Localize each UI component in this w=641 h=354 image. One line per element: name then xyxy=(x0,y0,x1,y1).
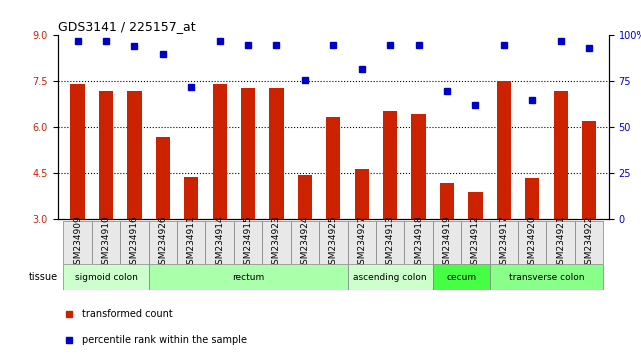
Text: GSM234920: GSM234920 xyxy=(528,219,537,274)
Text: GSM234912: GSM234912 xyxy=(471,219,480,274)
Text: GSM234925: GSM234925 xyxy=(329,215,338,270)
Text: GSM234914: GSM234914 xyxy=(215,219,224,274)
Text: GSM234916: GSM234916 xyxy=(130,219,139,274)
Text: rectum: rectum xyxy=(232,273,264,281)
FancyBboxPatch shape xyxy=(347,221,376,264)
Text: GSM234909: GSM234909 xyxy=(73,219,82,274)
Bar xyxy=(469,192,483,219)
FancyBboxPatch shape xyxy=(433,221,461,264)
Bar xyxy=(326,117,340,219)
FancyBboxPatch shape xyxy=(433,264,490,290)
Bar xyxy=(497,81,511,219)
Text: GSM234917: GSM234917 xyxy=(499,215,508,270)
Text: GSM234919: GSM234919 xyxy=(442,219,451,274)
Text: GSM234911: GSM234911 xyxy=(187,215,196,270)
Text: GSM234917: GSM234917 xyxy=(499,219,508,274)
Bar xyxy=(71,85,85,219)
FancyBboxPatch shape xyxy=(149,221,177,264)
FancyBboxPatch shape xyxy=(546,221,575,264)
Text: GSM234918: GSM234918 xyxy=(414,219,423,274)
Text: GSM234924: GSM234924 xyxy=(301,215,310,270)
Text: GSM234918: GSM234918 xyxy=(414,215,423,270)
Text: GSM234923: GSM234923 xyxy=(272,219,281,274)
Bar xyxy=(213,85,227,219)
FancyBboxPatch shape xyxy=(177,221,206,264)
FancyBboxPatch shape xyxy=(234,221,262,264)
Bar xyxy=(99,91,113,219)
Text: GSM234912: GSM234912 xyxy=(471,215,480,270)
FancyBboxPatch shape xyxy=(319,221,347,264)
Text: GSM234909: GSM234909 xyxy=(73,215,82,270)
Bar xyxy=(156,137,170,219)
Text: GSM234925: GSM234925 xyxy=(329,219,338,274)
Bar xyxy=(554,91,568,219)
Text: GSM234914: GSM234914 xyxy=(215,215,224,270)
Text: GSM234911: GSM234911 xyxy=(187,219,196,274)
Text: transverse colon: transverse colon xyxy=(509,273,584,281)
Text: GSM234927: GSM234927 xyxy=(357,215,366,270)
Text: GSM234924: GSM234924 xyxy=(301,219,310,274)
Text: GDS3141 / 225157_at: GDS3141 / 225157_at xyxy=(58,20,196,33)
Bar xyxy=(412,114,426,219)
FancyBboxPatch shape xyxy=(347,264,433,290)
FancyBboxPatch shape xyxy=(121,221,149,264)
Text: GSM234916: GSM234916 xyxy=(130,215,139,270)
Bar xyxy=(128,91,142,219)
Bar xyxy=(269,87,283,219)
Text: GSM234926: GSM234926 xyxy=(158,215,167,270)
Text: GSM234921: GSM234921 xyxy=(556,215,565,270)
FancyBboxPatch shape xyxy=(518,221,546,264)
FancyBboxPatch shape xyxy=(63,221,92,264)
Bar xyxy=(582,121,596,219)
Bar xyxy=(354,169,369,219)
FancyBboxPatch shape xyxy=(461,221,490,264)
Text: GSM234919: GSM234919 xyxy=(442,215,451,270)
Text: GSM234922: GSM234922 xyxy=(585,219,594,274)
Text: tissue: tissue xyxy=(29,272,58,282)
Text: cecum: cecum xyxy=(446,273,476,281)
Text: GSM234922: GSM234922 xyxy=(585,215,594,270)
Bar xyxy=(241,87,255,219)
FancyBboxPatch shape xyxy=(376,221,404,264)
Bar xyxy=(525,178,539,219)
Bar xyxy=(184,177,198,219)
Text: GSM234927: GSM234927 xyxy=(357,219,366,274)
Text: GSM234915: GSM234915 xyxy=(244,219,253,274)
FancyBboxPatch shape xyxy=(206,221,234,264)
Text: GSM234920: GSM234920 xyxy=(528,215,537,270)
Bar xyxy=(298,175,312,219)
Text: ascending colon: ascending colon xyxy=(353,273,427,281)
Bar xyxy=(440,183,454,219)
Text: percentile rank within the sample: percentile rank within the sample xyxy=(83,335,247,345)
Text: GSM234921: GSM234921 xyxy=(556,219,565,274)
FancyBboxPatch shape xyxy=(92,221,121,264)
FancyBboxPatch shape xyxy=(291,221,319,264)
FancyBboxPatch shape xyxy=(63,264,149,290)
Text: GSM234910: GSM234910 xyxy=(101,219,110,274)
Text: transformed count: transformed count xyxy=(83,309,173,319)
Bar xyxy=(383,110,397,219)
FancyBboxPatch shape xyxy=(490,221,518,264)
Text: GSM234926: GSM234926 xyxy=(158,219,167,274)
Text: sigmoid colon: sigmoid colon xyxy=(74,273,137,281)
Text: GSM234913: GSM234913 xyxy=(386,215,395,270)
FancyBboxPatch shape xyxy=(262,221,291,264)
Text: GSM234910: GSM234910 xyxy=(101,215,110,270)
Text: GSM234913: GSM234913 xyxy=(386,219,395,274)
FancyBboxPatch shape xyxy=(149,264,347,290)
Text: GSM234923: GSM234923 xyxy=(272,215,281,270)
FancyBboxPatch shape xyxy=(404,221,433,264)
Text: GSM234915: GSM234915 xyxy=(244,215,253,270)
FancyBboxPatch shape xyxy=(490,264,603,290)
FancyBboxPatch shape xyxy=(575,221,603,264)
